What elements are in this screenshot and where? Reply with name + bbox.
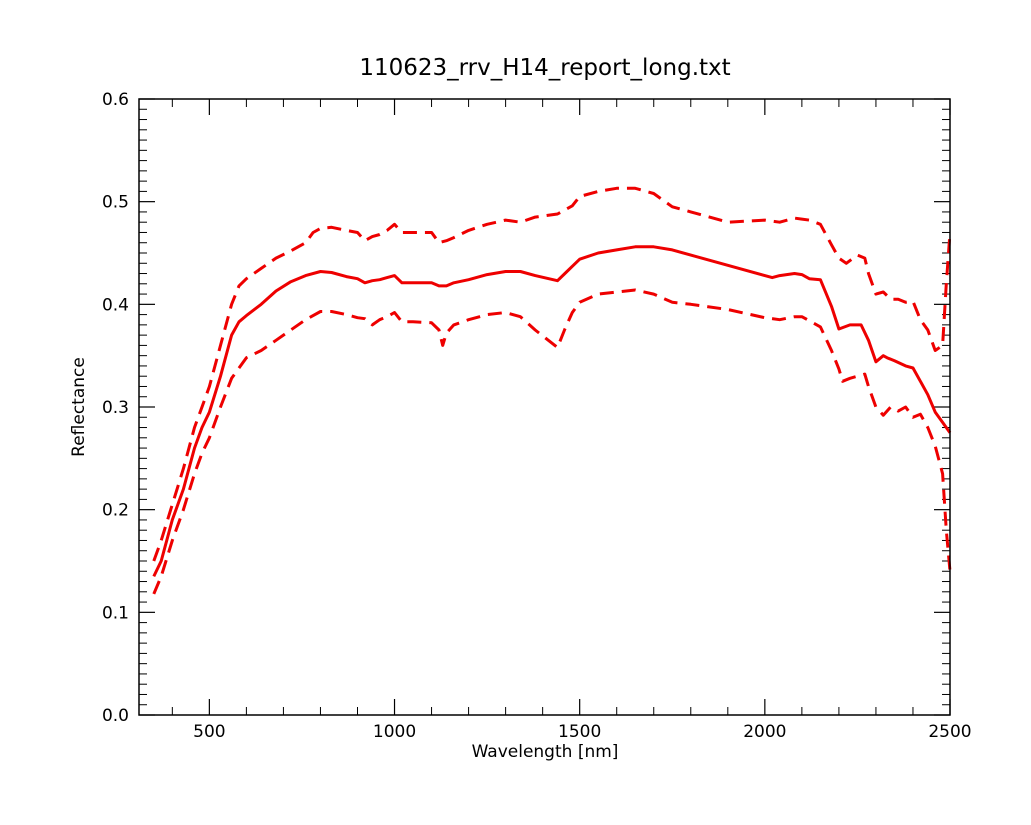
x-tick-label: 2000	[743, 722, 786, 742]
y-tick-label: 0.1	[102, 603, 129, 623]
plot-frame	[138, 98, 951, 716]
mean-reflectance-line	[152, 245, 952, 578]
y-tick-label: 0.6	[102, 90, 129, 110]
x-tick-label: 1000	[373, 722, 416, 742]
y-tick-label: 0.3	[102, 398, 129, 418]
x-tick-label: 2500	[928, 722, 971, 742]
lower-bound-dashed-line	[152, 288, 952, 595]
x-tick-label: 500	[193, 722, 225, 742]
y-tick-label: 0.4	[102, 295, 129, 315]
tick-labels: 0.0 0.1 0.2 0.3 0.4 0.5 0.6 500 1000 1500 2000 2500	[102, 90, 972, 742]
y-axis-label: Reflectance	[69, 357, 89, 457]
upper-bound-dashed-line	[152, 186, 952, 562]
y-tick-label: 0.5	[102, 193, 129, 213]
x-tick-label: 1500	[558, 722, 601, 742]
axis-ticks	[139, 98, 951, 716]
x-axis-label: Wavelength [nm]	[472, 742, 619, 762]
chart-title: 110623_rrv_H14_report_long.txt	[359, 55, 730, 81]
y-tick-label: 0.2	[102, 501, 129, 521]
plot-series	[152, 186, 952, 595]
y-tick-label: 0.0	[102, 706, 129, 726]
